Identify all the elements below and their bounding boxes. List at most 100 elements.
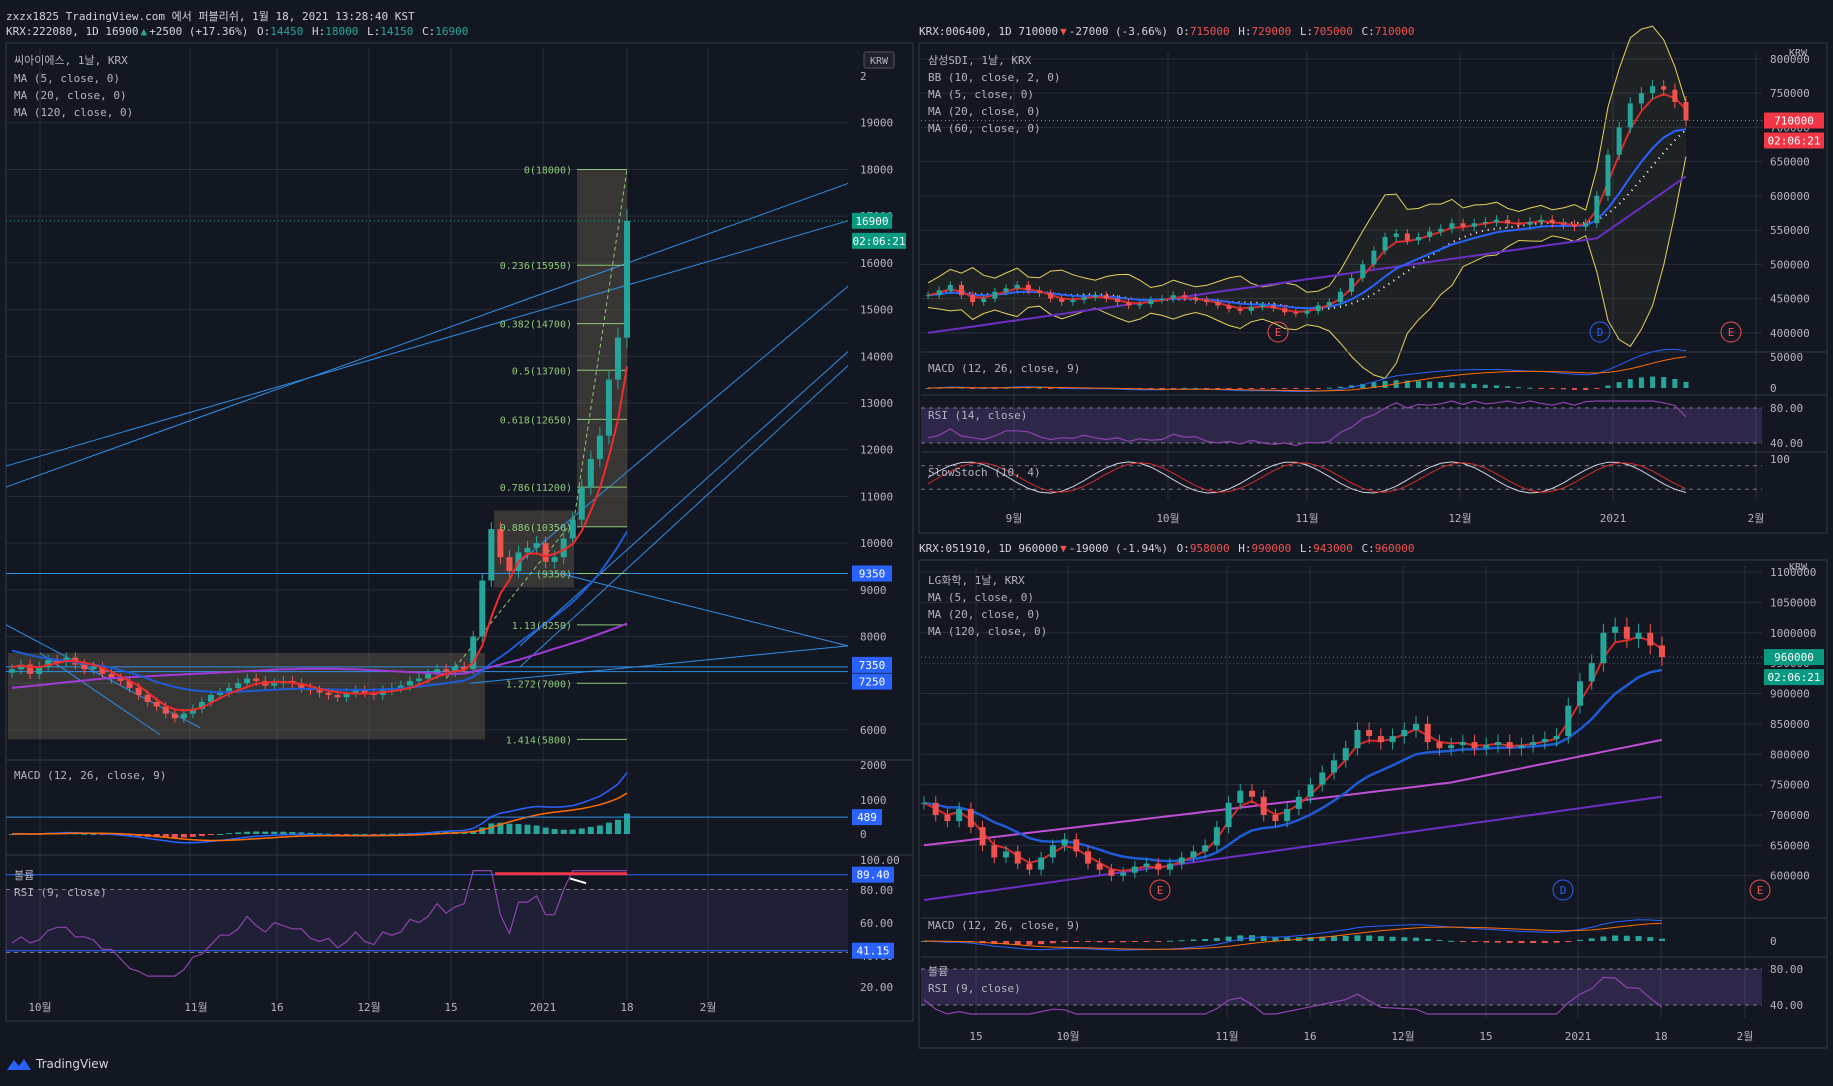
x-tick-label: 2021 (530, 1001, 557, 1014)
indicator-label: MA (120, close, 0) (928, 625, 1047, 638)
chart-title: LG화학, 1날, KRX (928, 574, 1025, 587)
candle (587, 459, 594, 488)
candle (578, 487, 585, 520)
macd-histogram-bar (1483, 941, 1490, 943)
macd-histogram-bar (470, 830, 477, 834)
macd-label: MACD (12, 26, close, 9) (928, 362, 1080, 375)
price-tag-7350: 7350 (859, 659, 886, 672)
candle (1360, 264, 1366, 279)
macd-histogram-bar (1284, 937, 1291, 941)
candle (1190, 851, 1197, 858)
x-tick-label: 11월 (1215, 1030, 1238, 1043)
candle (1527, 221, 1533, 225)
macd-histogram-bar (1170, 388, 1176, 389)
macd-histogram-bar (1530, 941, 1537, 944)
candle (1565, 705, 1572, 737)
macd-histogram-bar (217, 833, 224, 835)
rsi-value-tag-1-bg (852, 866, 894, 883)
macd-histogram-bar (515, 824, 522, 834)
price-tag-last: 710000 (1774, 115, 1814, 128)
macd-histogram-bar (624, 813, 630, 834)
candle (1661, 86, 1667, 90)
currency-box (863, 51, 895, 69)
candle (1424, 723, 1431, 743)
countdown-tag-bg (1764, 669, 1824, 686)
macd-histogram-bar (1036, 387, 1042, 389)
candle (1036, 290, 1042, 294)
macd-histogram-bar (379, 833, 386, 835)
y-tick-label: 550000 (1770, 224, 1810, 237)
candle (1025, 284, 1031, 291)
candle (1103, 295, 1109, 299)
candle (1225, 802, 1232, 828)
candle (27, 664, 34, 674)
candle (1038, 857, 1045, 870)
candle (569, 519, 576, 539)
trend-line (519, 351, 849, 647)
macd-histogram-bar (1366, 935, 1373, 941)
macd-histogram-bar (1331, 936, 1337, 941)
candle (1237, 308, 1243, 311)
macd-histogram-bar (1495, 941, 1501, 943)
macd-histogram-bar (1560, 388, 1566, 390)
candle (1272, 814, 1279, 822)
candle (99, 666, 106, 674)
candle (1594, 195, 1600, 224)
macd-histogram-bar (1282, 388, 1288, 389)
indicator-label: MA (5, close, 0) (14, 72, 120, 85)
volume-label: 볼륨 (928, 965, 948, 978)
macd-histogram-bar (1073, 941, 1080, 942)
macd-histogram-bar (1014, 941, 1021, 945)
macd-histogram-bar (1167, 940, 1173, 942)
candle (1115, 298, 1120, 303)
tradingview-logo[interactable]: TradingView (6, 1057, 109, 1071)
x-tick-label: 16 (1303, 1030, 1316, 1043)
candle (1081, 297, 1087, 300)
candle (1349, 278, 1355, 292)
macd-histogram-bar (1389, 936, 1396, 941)
macd-histogram-bar (334, 834, 341, 835)
macd-histogram-bar (1382, 380, 1388, 388)
y-tick-label: 600000 (1770, 190, 1810, 203)
publish-line: zxzx1825 TradingView.com 에서 퍼블리쉬, 1월 18,… (6, 10, 415, 23)
candle (271, 683, 278, 686)
candle (1459, 742, 1466, 746)
macd-histogram-bar (1202, 939, 1209, 941)
macd-histogram-bar (1471, 384, 1477, 388)
candle (1401, 729, 1408, 737)
macd-histogram-bar (388, 833, 395, 835)
candle (1436, 742, 1443, 749)
y-tick-label: 1000000 (1770, 627, 1816, 640)
fib-level-label: 0(18000) (524, 165, 572, 176)
macd-histogram-bar (189, 834, 196, 837)
rsi-band (921, 408, 1762, 443)
candle (235, 683, 242, 688)
candle (1131, 866, 1138, 873)
candle (524, 547, 531, 553)
rsi-line (923, 976, 1663, 1015)
candle (180, 713, 187, 719)
y-tick-label: 8000 (860, 631, 887, 644)
candle (925, 295, 931, 297)
macd-histogram-bar (1427, 381, 1433, 388)
candle (1505, 219, 1511, 224)
macd-histogram-bar (153, 834, 160, 838)
candle (126, 680, 133, 688)
candle (1672, 89, 1678, 103)
macd-histogram-bar (1538, 388, 1544, 389)
macd-histogram-bar (1459, 941, 1466, 942)
candle (1647, 632, 1654, 646)
macd-histogram-bar (9, 834, 15, 835)
candle (1572, 224, 1578, 227)
candle (1638, 93, 1644, 104)
macd-histogram-bar (235, 832, 242, 834)
chart-title: 씨아이에스, 1날, KRX (14, 54, 128, 67)
x-tick-label: 11월 (1295, 512, 1318, 525)
x-tick-label: 11월 (184, 1001, 207, 1014)
macd-histogram-bar (596, 825, 603, 834)
macd-histogram-bar (1594, 388, 1600, 389)
stoch-d-line (927, 462, 1687, 493)
macd-histogram-bar (1541, 941, 1548, 943)
ticker-header-1: KRX:222080, 1D 16900 ▲ +2500 (+17.36%) O:1… (6, 25, 469, 38)
